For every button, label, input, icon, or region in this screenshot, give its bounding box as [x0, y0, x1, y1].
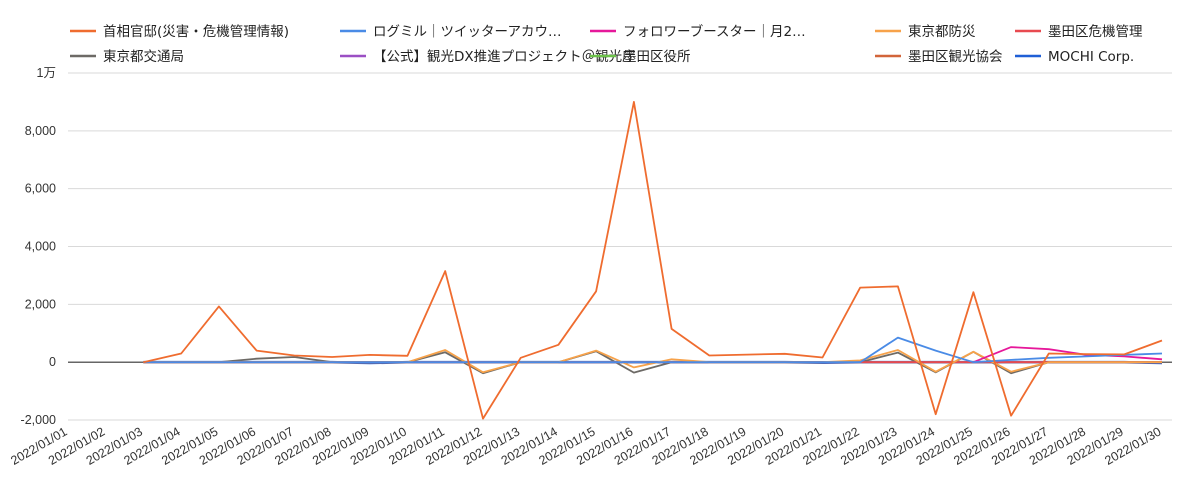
legend-item[interactable]: 【公式】観光DX推進プロジェクト＠観光庁 [340, 48, 636, 65]
legend-label: 首相官邸(災害・危機管理情報) [103, 24, 289, 40]
series-line[interactable] [143, 336, 1163, 364]
y-tick-label: 6,000 [25, 182, 56, 196]
legend-label: ログミル｜ツイッターアカウ… [373, 24, 561, 40]
legend-label: 東京都防災 [908, 24, 976, 40]
grid [68, 72, 1172, 421]
y-tick-label: 2,000 [25, 297, 56, 311]
legend-item[interactable]: 墨田区危機管理 [1015, 24, 1143, 40]
legend-label: 東京都交通局 [103, 48, 184, 65]
y-tick-label: 8,000 [25, 124, 56, 138]
legend-label: フォロワーブースター｜月2… [623, 23, 806, 40]
legend-item[interactable]: 首相官邸(災害・危機管理情報) [70, 24, 289, 40]
legend-item[interactable]: ログミル｜ツイッターアカウ… [340, 24, 561, 40]
legend-item[interactable]: 墨田区観光協会 [875, 48, 1003, 65]
y-tick-label: 0 [49, 355, 56, 369]
legend-label: MOCHI Corp. [1048, 49, 1134, 65]
legend-item[interactable]: 墨田区役所 [590, 49, 691, 65]
legend-item[interactable]: 東京都交通局 [70, 48, 184, 65]
legend-item[interactable]: MOCHI Corp. [1015, 49, 1134, 65]
x-axis: 2022/01/012022/01/022022/01/032022/01/04… [8, 424, 1163, 467]
series-line[interactable] [973, 346, 1163, 364]
series-line[interactable] [143, 101, 1163, 420]
legend-label: 【公式】観光DX推進プロジェクト＠観光庁 [373, 48, 636, 65]
y-tick-label: 1万 [37, 66, 56, 80]
y-tick-label: 4,000 [25, 240, 56, 254]
legend-label: 墨田区危機管理 [1048, 24, 1143, 40]
y-axis: 1万 8,000 6,000 4,000 2,000 0 -2,000 [21, 66, 57, 427]
plot-area [143, 101, 1163, 420]
y-tick-label: -2,000 [21, 413, 56, 427]
legend: 首相官邸(災害・危機管理情報) ログミル｜ツイッターアカウ… フォロワーブースター｜… [70, 23, 1143, 65]
legend-item[interactable]: 東京都防災 [875, 24, 976, 40]
legend-item[interactable]: フォロワーブースター｜月2… [590, 23, 806, 40]
legend-label: 墨田区観光協会 [908, 48, 1003, 65]
legend-label: 墨田区役所 [623, 49, 691, 65]
